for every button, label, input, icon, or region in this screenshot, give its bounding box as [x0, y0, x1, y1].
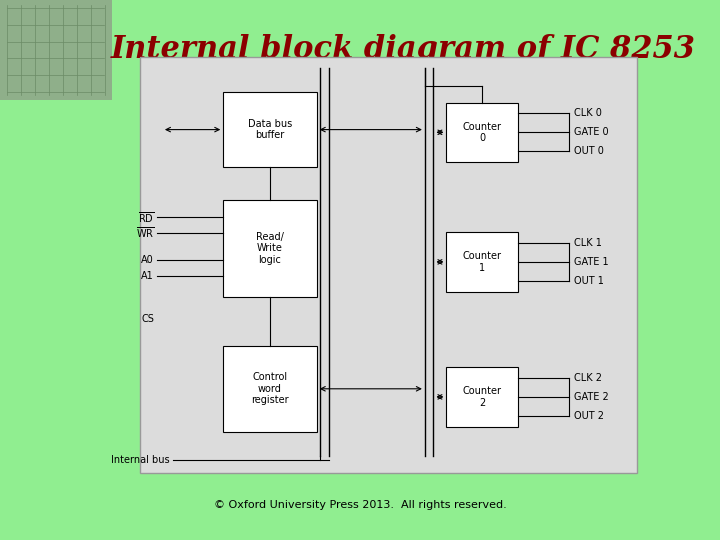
Text: GATE 0: GATE 0: [574, 127, 608, 137]
Text: CS: CS: [141, 314, 154, 323]
Text: Internal block diagram of IC 8253: Internal block diagram of IC 8253: [111, 35, 696, 65]
Text: OUT 1: OUT 1: [574, 276, 603, 286]
Bar: [223, 200, 317, 297]
Text: Counter
2: Counter 2: [463, 386, 502, 408]
Bar: [223, 346, 317, 432]
Text: A0: A0: [141, 255, 154, 265]
Text: OUT 2: OUT 2: [574, 411, 604, 421]
Text: Read/
Write
logic: Read/ Write logic: [256, 232, 284, 265]
Text: © Oxford University Press 2013.  All rights reserved.: © Oxford University Press 2013. All righ…: [214, 500, 506, 510]
Text: CLK 2: CLK 2: [574, 373, 602, 383]
Text: A1: A1: [141, 271, 154, 281]
Text: OUT 0: OUT 0: [574, 146, 603, 156]
Text: Data bus
buffer: Data bus buffer: [248, 119, 292, 140]
Bar: [140, 57, 637, 472]
Text: Control
word
register: Control word register: [251, 372, 289, 406]
Text: $\overline{\rm RD}$: $\overline{\rm RD}$: [138, 210, 154, 225]
Text: Counter
0: Counter 0: [463, 122, 502, 143]
Text: GATE 1: GATE 1: [574, 257, 608, 267]
Text: $\overline{\rm WR}$: $\overline{\rm WR}$: [135, 225, 154, 240]
Text: GATE 2: GATE 2: [574, 392, 608, 402]
Bar: [0, 0, 112, 100]
Bar: [0, 0, 720, 100]
Text: Counter
1: Counter 1: [463, 251, 502, 273]
Text: Internal bus: Internal bus: [111, 455, 169, 465]
Bar: [446, 367, 518, 427]
Text: CLK 1: CLK 1: [574, 238, 602, 248]
Text: CLK 0: CLK 0: [574, 109, 602, 118]
Bar: [446, 103, 518, 162]
Bar: [446, 232, 518, 292]
Bar: [223, 92, 317, 167]
